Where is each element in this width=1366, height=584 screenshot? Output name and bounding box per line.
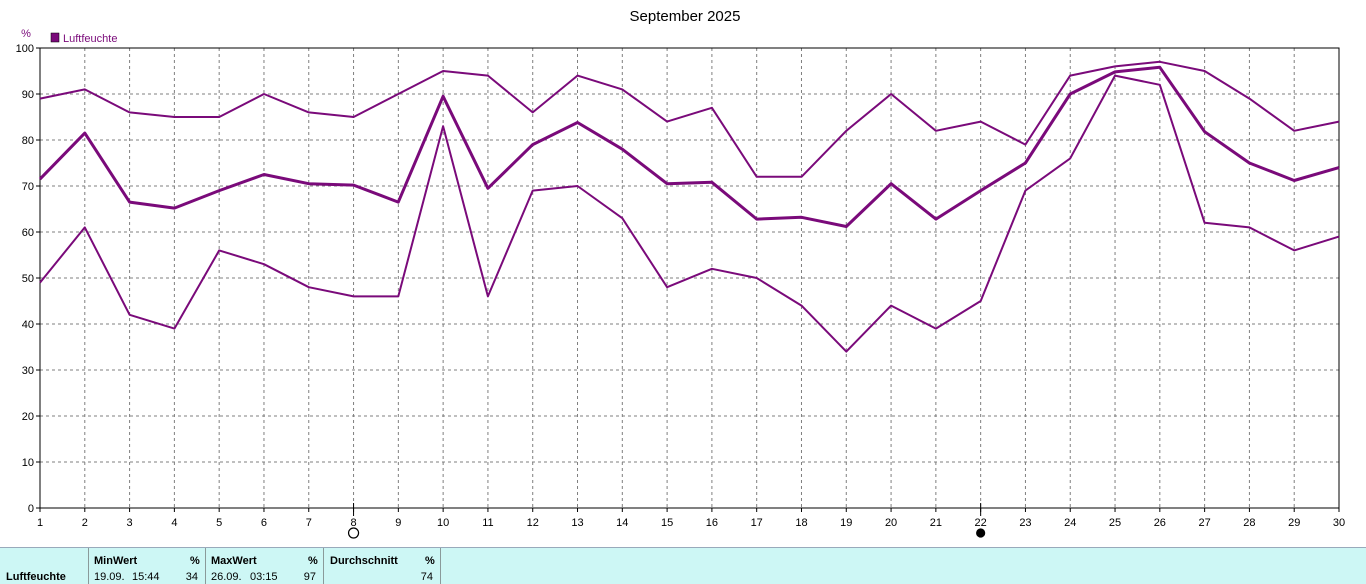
summary-avg-cell: Durchschnitt % 74: [324, 548, 441, 584]
x-tick-label: 18: [795, 517, 807, 529]
y-tick-label: 80: [22, 135, 34, 147]
x-tick-label: 21: [930, 517, 942, 529]
x-tick-label: 25: [1109, 517, 1121, 529]
summary-label-cell: Luftfeuchte: [0, 548, 89, 584]
max-time: 03:15: [250, 571, 278, 583]
x-tick-label: 12: [527, 517, 539, 529]
max-header: MaxWert: [211, 555, 257, 567]
x-tick-label: 9: [395, 517, 401, 529]
y-tick-label: 0: [28, 503, 34, 515]
min-unit: %: [190, 555, 200, 567]
x-tick-label: 27: [1198, 517, 1210, 529]
x-tick-label: 16: [706, 517, 718, 529]
avg-header: Durchschnitt: [330, 555, 398, 567]
x-tick-label: 20: [885, 517, 897, 529]
x-tick-label: 15: [661, 517, 673, 529]
x-tick-label: 22: [975, 517, 987, 529]
y-tick-label: 40: [22, 319, 34, 331]
max-date: 26.09.: [211, 571, 242, 583]
x-tick-label: 24: [1064, 517, 1076, 529]
summary-table: Luftfeuchte MinWert % 19.09. 15:44 34 Ma…: [0, 547, 1366, 584]
x-tick-label: 2: [82, 517, 88, 529]
x-tick-label: 23: [1019, 517, 1031, 529]
x-tick-label: 5: [216, 517, 222, 529]
y-tick-label: 20: [22, 411, 34, 423]
legend-swatch: [50, 32, 60, 43]
x-tick-label: 10: [437, 517, 449, 529]
x-tick-label: 13: [571, 517, 583, 529]
x-tick-label: 26: [1154, 517, 1166, 529]
x-tick-label: 28: [1243, 517, 1255, 529]
x-tick-label: 29: [1288, 517, 1300, 529]
avg-value: 74: [420, 571, 433, 583]
chart-title: September 2025: [630, 8, 741, 25]
x-tick-label: 19: [840, 517, 852, 529]
y-unit-label: %: [21, 28, 31, 40]
min-time: 15:44: [132, 571, 160, 583]
min-header: MinWert: [94, 555, 138, 567]
chart: September 2025 % Luftfeuchte 0 10 20 30 40 50…: [16, 8, 1345, 539]
avg-unit: %: [425, 555, 435, 567]
x-tick-label: 8: [350, 517, 356, 529]
y-tick-label: 60: [22, 227, 34, 239]
y-tick-label: 10: [22, 457, 34, 469]
plot-frame: [39, 47, 1340, 509]
x-tick-label: 6: [261, 517, 267, 529]
min-date: 19.09.: [94, 571, 125, 583]
new-moon-icon: [976, 528, 986, 538]
y-tick-label: 100: [16, 43, 34, 55]
max-value: 97: [303, 571, 316, 583]
x-tick-label: 1: [37, 517, 43, 529]
y-tick-label: 90: [22, 89, 34, 101]
x-tick-label: 7: [306, 517, 312, 529]
y-tick-label: 50: [22, 273, 34, 285]
y-tick-label: 70: [22, 181, 34, 193]
max-unit: %: [308, 555, 318, 567]
x-tick-label: 30: [1333, 517, 1345, 529]
summary-max-cell: MaxWert % 26.09. 03:15 97: [206, 548, 324, 584]
x-tick-label: 3: [127, 517, 133, 529]
legend-label: Luftfeuchte: [63, 33, 117, 45]
min-value: 34: [185, 571, 198, 583]
x-tick-label: 11: [482, 517, 493, 529]
summary-row-label: Luftfeuchte: [6, 571, 66, 583]
x-tick-label: 17: [751, 517, 763, 529]
y-tick-label: 30: [22, 365, 34, 377]
series-line-min: [39, 74, 1340, 353]
series-line-avg: [38, 65, 1340, 228]
series-line-max: [39, 60, 1340, 178]
full-moon-icon: [347, 527, 360, 539]
x-tick-label: 4: [171, 517, 177, 529]
x-tick-label: 14: [616, 517, 628, 529]
summary-min-cell: MinWert % 19.09. 15:44 34: [89, 548, 206, 584]
